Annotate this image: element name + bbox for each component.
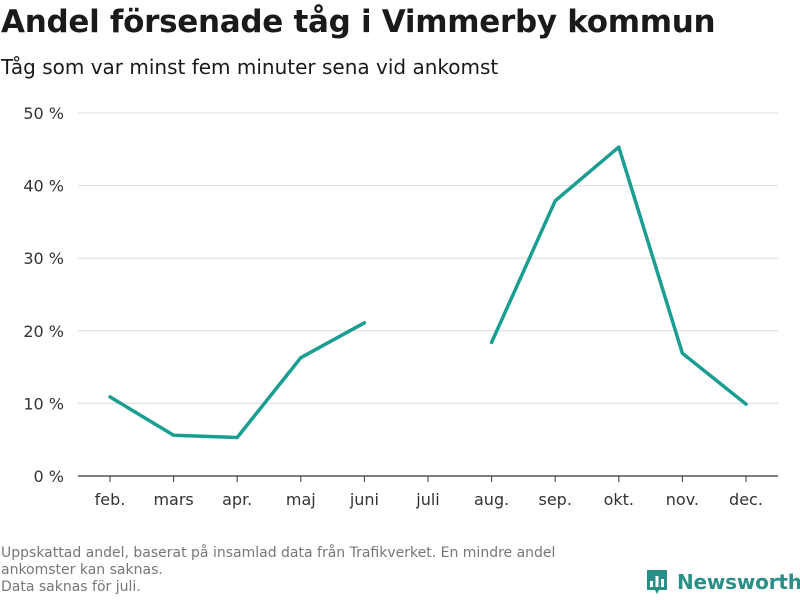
footnote: Uppskattad andel, baserat på insamlad da… bbox=[1, 545, 641, 596]
x-tick-label: okt. bbox=[604, 490, 634, 509]
newsworthy-logo: Newsworthy bbox=[645, 568, 800, 596]
y-tick-label: 40 % bbox=[23, 177, 64, 196]
chart-subtitle: Tåg som var minst fem minuter sena vid a… bbox=[1, 55, 499, 79]
x-tick-label: juli bbox=[415, 490, 439, 509]
series-line bbox=[489, 145, 748, 406]
line-chart: 0 % 10 % 20 % 30 % 40 % 50 % feb. mars apr. maj j… bbox=[23, 104, 778, 509]
x-tick-label: dec. bbox=[729, 490, 763, 509]
brand-name: Newsworthy bbox=[677, 570, 800, 594]
x-axis: feb. mars apr. maj juni juli aug. sep. okt. nov. d… bbox=[78, 475, 778, 509]
y-tick-label: 0 % bbox=[34, 467, 64, 486]
y-tick-label: 50 % bbox=[23, 104, 64, 123]
footnote-line: Uppskattad andel, baserat på insamlad da… bbox=[1, 545, 556, 561]
x-tick-label: aug. bbox=[474, 490, 509, 509]
x-tick-label: nov. bbox=[666, 490, 699, 509]
y-tick-label: 30 % bbox=[23, 249, 64, 268]
chart-title: Andel försenade tåg i Vimmerby kommun bbox=[1, 4, 716, 40]
newsworthy-logo-icon bbox=[647, 570, 667, 594]
y-tick-label: 20 % bbox=[23, 322, 64, 341]
footnote-line: Data saknas för juli. bbox=[1, 579, 141, 595]
gridlines: 0 % 10 % 20 % 30 % 40 % 50 % bbox=[23, 104, 778, 486]
x-tick-label: maj bbox=[286, 490, 316, 509]
x-tick-label: juni bbox=[349, 490, 379, 509]
series-line bbox=[108, 321, 367, 440]
x-tick-label: sep. bbox=[538, 490, 571, 509]
x-tick-label: feb. bbox=[95, 490, 126, 509]
x-tick-label: mars bbox=[153, 490, 193, 509]
y-tick-label: 10 % bbox=[23, 394, 64, 413]
footnote-line: ankomster kan saknas. bbox=[1, 562, 163, 578]
x-tick-label: apr. bbox=[222, 490, 252, 509]
series-layer bbox=[108, 145, 748, 440]
